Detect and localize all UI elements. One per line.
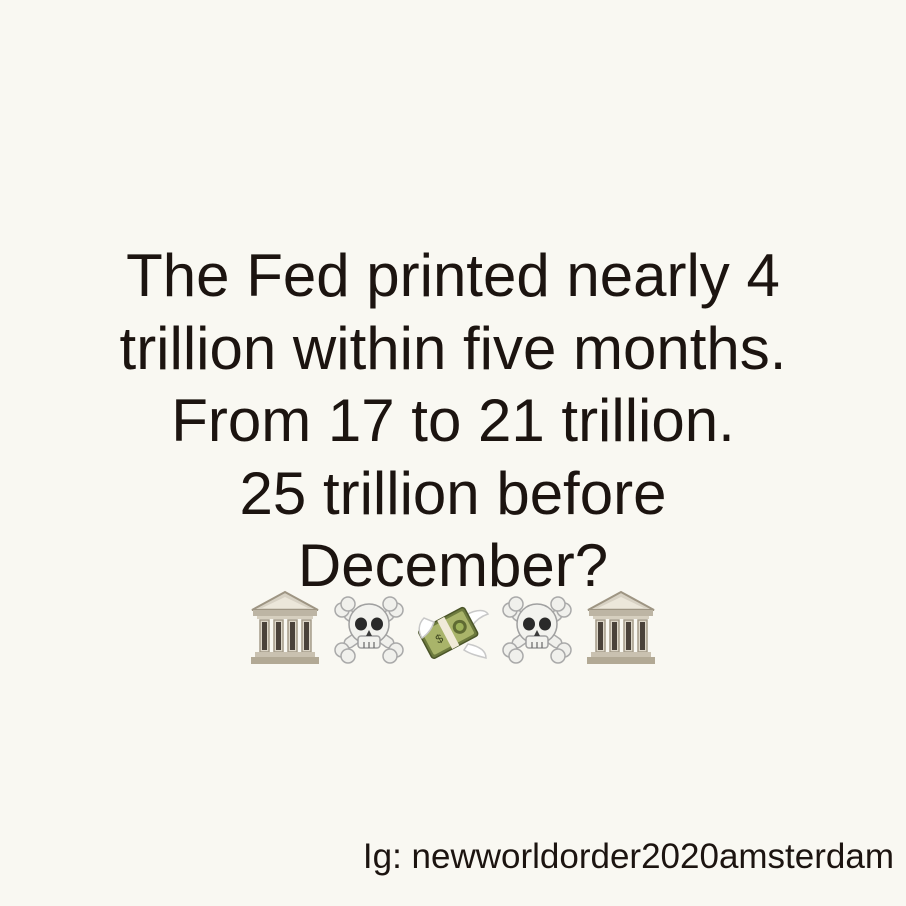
- bank-icon: [251, 590, 319, 664]
- money-with-wings-icon: $: [418, 606, 490, 659]
- bank-icon: [587, 590, 655, 664]
- message-line-5: December?: [297, 532, 609, 599]
- skull-crossbones-icon: [502, 596, 572, 664]
- emoji-row: $: [0, 586, 906, 670]
- message-line-3: From 17 to 21 trillion.: [171, 387, 735, 454]
- message-line-1: The Fed printed nearly 4: [126, 242, 780, 309]
- skull-crossbones-icon: [334, 596, 404, 664]
- message-line-2: trillion within five months.: [119, 314, 787, 382]
- message-line-4: 25 trillion before: [239, 459, 667, 527]
- message-text: The Fed printed nearly 4 trillion within…: [0, 240, 906, 603]
- instagram-credit: Ig: newworldorder2020amsterdam: [362, 837, 894, 876]
